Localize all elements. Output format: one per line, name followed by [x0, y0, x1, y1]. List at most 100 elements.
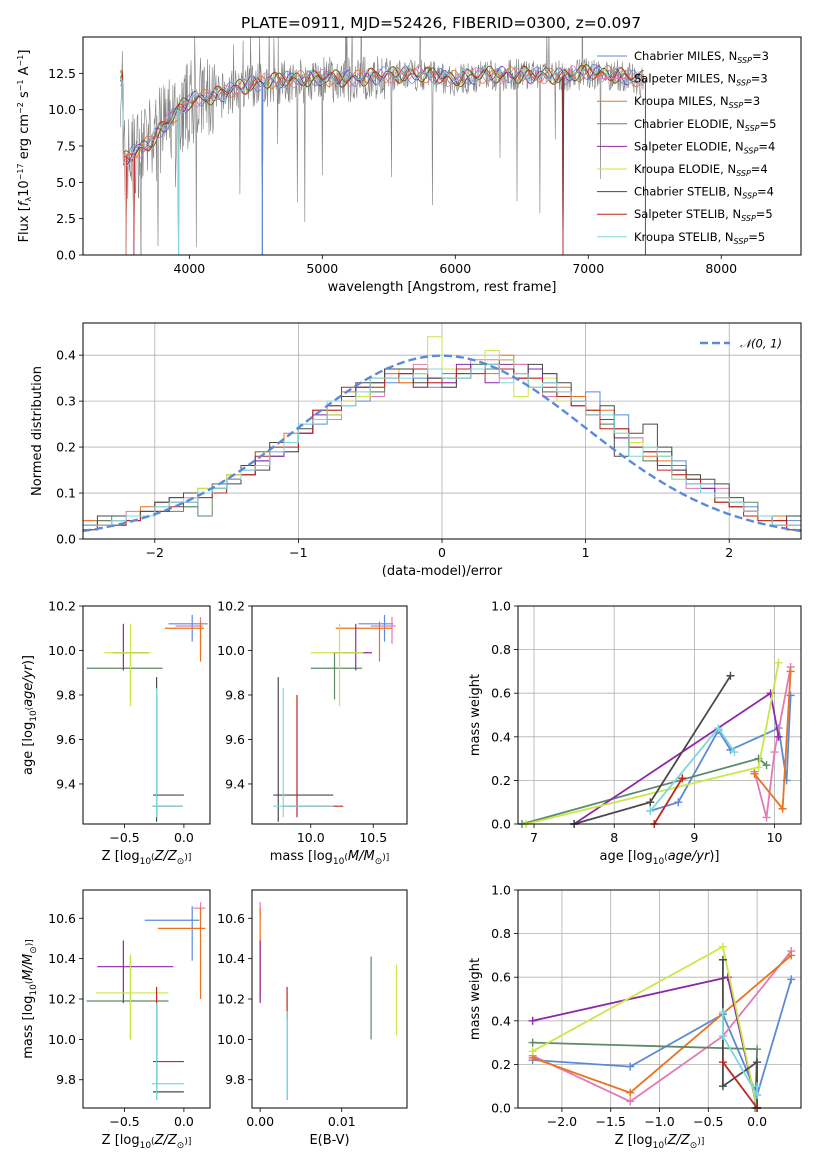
- weight-point-chabrier-stelib: [726, 671, 735, 680]
- y-tick-label: 0.8: [491, 642, 511, 657]
- y-tick-label: 9.4: [225, 776, 245, 791]
- x-tick-label: 0.01: [328, 1114, 356, 1129]
- legend-entry-label: Kroupa ELODIE, NSSP=4: [634, 162, 768, 178]
- y-tick-label: 0.6: [491, 686, 511, 701]
- y-tick-label: 10.0: [48, 1032, 76, 1047]
- weight-line-salpeter-stelib: [722, 1061, 758, 1109]
- weight-vs-metallicity-panel: −2.0 −1.5 −1.0 −0.5 0.0 0.0 0.2 0.4 0.6 0.8 1.0 Z […: [468, 883, 802, 1151]
- weight-line-salpeter-miles: [532, 950, 792, 1103]
- weight-point-kroupa-elodie: [718, 942, 727, 951]
- y-tick-label: 10.4: [217, 951, 245, 966]
- x-tick-label: 1: [582, 545, 590, 560]
- x-tick-label: 6000: [439, 261, 471, 276]
- weight-point-chabrier-stelib: [718, 955, 727, 964]
- weight-point-kroupa-miles: [778, 804, 787, 813]
- weight-point-kroupa-miles: [786, 667, 795, 676]
- y-tick-label: 0.3: [56, 394, 76, 409]
- weight-point-chabrier-elodie: [528, 1038, 537, 1047]
- legend-entry-label: Chabrier ELODIE, NSSP=5: [634, 117, 776, 133]
- y-tick-label: 10.0: [217, 643, 245, 658]
- x-tick-label: −1: [289, 545, 307, 560]
- weight-point-salpeter-elodie: [528, 1016, 537, 1025]
- weight-point-salpeter-elodie: [774, 732, 783, 741]
- x-axis-label: mass [log10(M/M⊙)]: [270, 849, 390, 867]
- y-tick-label: 10.0: [48, 102, 76, 117]
- x-tick-label: 10.5: [359, 830, 387, 845]
- y-tick-label: 10.2: [217, 599, 245, 614]
- y-tick-label: 9.8: [56, 1072, 76, 1087]
- age-vs-metallicity-panel: −0.5 0.0 9.4 9.6 9.8 10.0 10.2 Z [log10(Z/Z⊙)] a…: [21, 599, 211, 867]
- y-tick-label: 10.0: [217, 1032, 245, 1047]
- weight-point-chabrier-miles: [626, 1062, 635, 1071]
- axes-frame: [82, 605, 211, 825]
- x-tick-label: −1.5: [596, 1114, 626, 1129]
- weight-point-kroupa-stelib: [753, 1090, 762, 1099]
- mass-vs-metallicity-panel: −0.5 0.0 9.8 10.0 10.2 10.4 10.6 Z [log10(Z/Z⊙)…: [21, 889, 211, 1151]
- x-tick-label: 0.0: [174, 830, 194, 845]
- legend-entry-label: Kroupa MILES, NSSP=3: [634, 94, 760, 110]
- legend-entry-label: Salpeter MILES, NSSP=3: [634, 72, 768, 88]
- y-tick-label: 0.2: [56, 440, 76, 455]
- y-axis-label: mass [log10(M/M⊙)]: [21, 939, 39, 1059]
- weight-point-kroupa-miles: [750, 769, 759, 778]
- y-tick-label: 0.4: [56, 348, 76, 363]
- y-tick-label: 10.0: [48, 643, 76, 658]
- weight-point-kroupa-elodie: [754, 763, 763, 772]
- model-spectrum-chabrier-stelib: [119, 64, 644, 255]
- y-tick-label: 10.2: [48, 992, 76, 1007]
- legend-entry-label: 𝒩(0, 1): [740, 337, 782, 351]
- x-tick-label: 4000: [173, 261, 205, 276]
- y-tick-label: 10.2: [48, 599, 76, 614]
- weight-line-kroupa-stelib: [722, 1012, 758, 1099]
- weight-point-chabrier-miles: [787, 975, 796, 984]
- legend-entry-label: Chabrier MILES, NSSP=3: [634, 49, 769, 65]
- plot-area: [528, 942, 796, 1112]
- observed-spectrum-line: [119, 37, 645, 255]
- weight-point-chabrier-elodie: [754, 754, 763, 763]
- weight-point-chabrier-miles: [674, 798, 683, 807]
- y-tick-label: 10.4: [48, 951, 76, 966]
- x-tick-label: −2: [146, 545, 164, 560]
- legend-entry-label: Salpeter ELODIE, NSSP=4: [634, 139, 775, 155]
- x-tick-label: −2.0: [547, 1114, 577, 1129]
- y-axis-label: Flux [fλ10−17 erg cm−2 s−1 A−1]: [16, 50, 33, 243]
- weight-point-chabrier-elodie: [762, 761, 771, 770]
- plot-area: [259, 902, 397, 1100]
- weight-point-kroupa-miles: [787, 951, 796, 960]
- x-tick-label: 7000: [572, 261, 604, 276]
- model-spectrum-kroupa-elodie: [119, 63, 644, 255]
- weight-line-chabrier-elodie: [521, 757, 768, 825]
- weight-line-kroupa-miles: [532, 954, 792, 1094]
- legend-entry-label: Salpeter STELIB, NSSP=5: [634, 207, 773, 223]
- weight-line-chabrier-miles: [532, 979, 793, 1098]
- x-tick-label: −1.0: [644, 1114, 674, 1129]
- axes-frame: [82, 322, 802, 540]
- y-tick-label: 9.6: [56, 732, 76, 747]
- weight-point-salpeter-miles: [762, 813, 771, 822]
- y-axis-label: age [log10(age/yr)]: [21, 655, 39, 775]
- y-tick-label: 9.8: [56, 687, 76, 702]
- y-tick-label: 0.6: [491, 970, 511, 985]
- x-tick-label: −0.5: [109, 830, 139, 845]
- weight-point-kroupa-stelib: [753, 1082, 762, 1091]
- y-axis-label: Normed distribution: [30, 366, 45, 496]
- y-tick-label: 7.5: [56, 139, 76, 154]
- plot-area: [86, 902, 206, 1100]
- y-tick-label: 9.8: [225, 687, 245, 702]
- y-tick-label: 1.0: [491, 599, 511, 614]
- x-axis-label: (data-model)/error: [382, 564, 503, 579]
- x-tick-label: 8: [610, 830, 618, 845]
- model-spectrum-salpeter-stelib: [120, 64, 644, 255]
- weight-point-chabrier-stelib: [753, 1058, 762, 1067]
- axes-frame: [251, 889, 408, 1109]
- weight-point-kroupa-stelib: [718, 1008, 727, 1017]
- plot-area: [518, 658, 795, 828]
- x-axis-label: wavelength [Angstrom, rest frame]: [328, 280, 557, 295]
- x-axis-label: E(B-V): [309, 1133, 349, 1148]
- y-axis-label: mass weight: [468, 958, 483, 1040]
- axes-frame: [517, 605, 802, 825]
- axes-frame: [251, 605, 408, 825]
- y-tick-label: 10.2: [217, 992, 245, 1007]
- x-tick-label: −0.5: [109, 1114, 139, 1129]
- spectrum-panel: 4000 5000 6000 7000 8000 0.0 2.5 5.0 7.5 10.0 12.5…: [16, 36, 802, 295]
